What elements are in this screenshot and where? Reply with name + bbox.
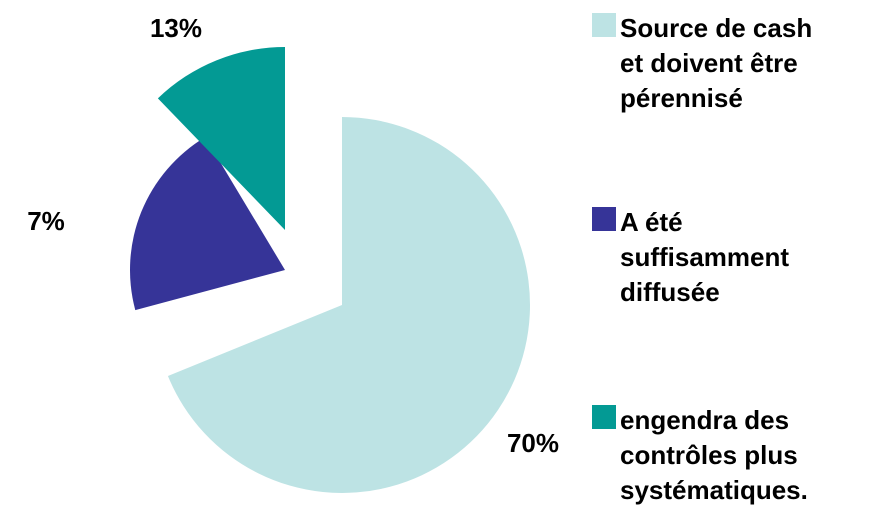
legend-label-line: contrôles plus (620, 440, 798, 470)
legend-label-line: suffisamment (620, 242, 789, 272)
legend-swatch (592, 13, 616, 37)
data-label-suffisamment-diffusee: 7% (27, 206, 65, 236)
pie-slices (129, 47, 531, 493)
data-label-source-de-cash: 70% (507, 428, 559, 458)
legend-item-controles-systematiques: engendra des contrôles plus systématiques. (592, 405, 808, 505)
pie-slice-controles-systematiques (157, 47, 285, 230)
legend-label-line: diffusée (620, 277, 720, 307)
legend-item-source-de-cash: Source de cash et doivent être pérennisé (592, 13, 812, 113)
legend-label-line: A été (620, 207, 683, 237)
legend: Source de cash et doivent être pérennisé A … (592, 13, 812, 505)
legend-label-line: pérennisé (620, 83, 743, 113)
legend-label: engendra des contrôles plus systématiques. (620, 405, 808, 505)
legend-label-line: et doivent être (620, 48, 798, 78)
legend-label-line: engendra des (620, 405, 789, 435)
pie-data-labels: 70% 7% 13% (27, 13, 559, 458)
legend-swatch (592, 405, 616, 429)
legend-label-line: systématiques. (620, 475, 808, 505)
legend-label: Source de cash et doivent être pérennisé (620, 13, 812, 113)
legend-swatch (592, 207, 616, 231)
pie-slice-source-de-cash (167, 117, 531, 493)
legend-label: A été suffisamment diffusée (620, 207, 789, 307)
pie-slice-suffisamment-diffusee (129, 137, 285, 311)
legend-item-suffisamment-diffusee: A été suffisamment diffusée (592, 207, 789, 307)
data-label-controles-systematiques: 13% (150, 13, 202, 43)
legend-label-line: Source de cash (620, 13, 812, 43)
